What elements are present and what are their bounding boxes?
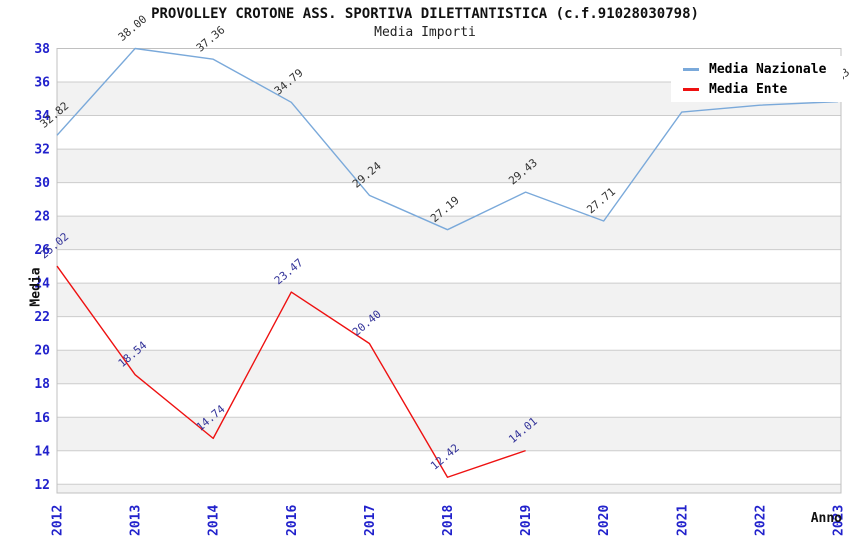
- svg-text:2018: 2018: [441, 505, 456, 536]
- svg-text:2023: 2023: [832, 505, 847, 536]
- svg-text:34: 34: [34, 109, 50, 124]
- media-nazionale-line-swatch-icon: [683, 67, 699, 71]
- svg-text:2014: 2014: [207, 505, 222, 536]
- x-axis-title: Anno: [810, 511, 842, 526]
- svg-text:36: 36: [34, 76, 50, 91]
- svg-text:22: 22: [34, 310, 50, 325]
- chart-legend: Media Nazionale Media Ente: [671, 56, 843, 102]
- chart-subtitle: Media Importi: [374, 25, 476, 40]
- svg-text:2013: 2013: [129, 505, 144, 536]
- series-line-media-nazionale: [56, 47, 839, 231]
- legend-item-media-ente: Media Ente: [671, 79, 843, 99]
- legend-label: Media Ente: [709, 81, 788, 97]
- plot-border: [56, 48, 842, 494]
- svg-text:28: 28: [34, 210, 50, 225]
- svg-text:2016: 2016: [285, 505, 300, 536]
- legend-item-media-nazionale: Media Nazionale: [671, 59, 843, 79]
- x-tick-labels: 2012 2013 2014 2016 2017 2018 2019 2020 2021 2022…: [51, 505, 847, 536]
- svg-text:23.47: 23.47: [272, 256, 306, 287]
- plot-bands: [57, 82, 841, 493]
- svg-text:14: 14: [34, 444, 50, 459]
- svg-text:16: 16: [34, 411, 50, 426]
- chart-title: PROVOLLEY CROTONE ASS. SPORTIVA DILETTAN…: [151, 6, 699, 22]
- y-tick-labels: 12 14 16 18 20 22 24 26 28 30 32 34 36 38: [34, 42, 50, 493]
- svg-text:2012: 2012: [51, 505, 66, 536]
- svg-text:38: 38: [34, 42, 50, 57]
- svg-text:2020: 2020: [597, 505, 612, 536]
- series-line-media-ente: [56, 265, 526, 478]
- svg-text:30: 30: [34, 176, 50, 191]
- svg-text:2022: 2022: [753, 505, 768, 536]
- svg-text:24: 24: [34, 277, 50, 292]
- y-axis-title: Media: [28, 267, 44, 307]
- svg-text:27.71: 27.71: [584, 185, 618, 216]
- svg-text:12: 12: [34, 478, 50, 493]
- svg-text:26: 26: [34, 243, 50, 258]
- svg-text:32: 32: [34, 143, 50, 158]
- legend-label: Media Nazionale: [709, 61, 827, 77]
- svg-text:2019: 2019: [519, 505, 534, 536]
- svg-text:2021: 2021: [675, 505, 690, 536]
- svg-text:2017: 2017: [363, 505, 378, 536]
- media-ente-line-swatch-icon: [683, 87, 699, 91]
- svg-text:18: 18: [34, 377, 50, 392]
- gridlines: [57, 81, 841, 485]
- svg-text:20: 20: [34, 344, 50, 359]
